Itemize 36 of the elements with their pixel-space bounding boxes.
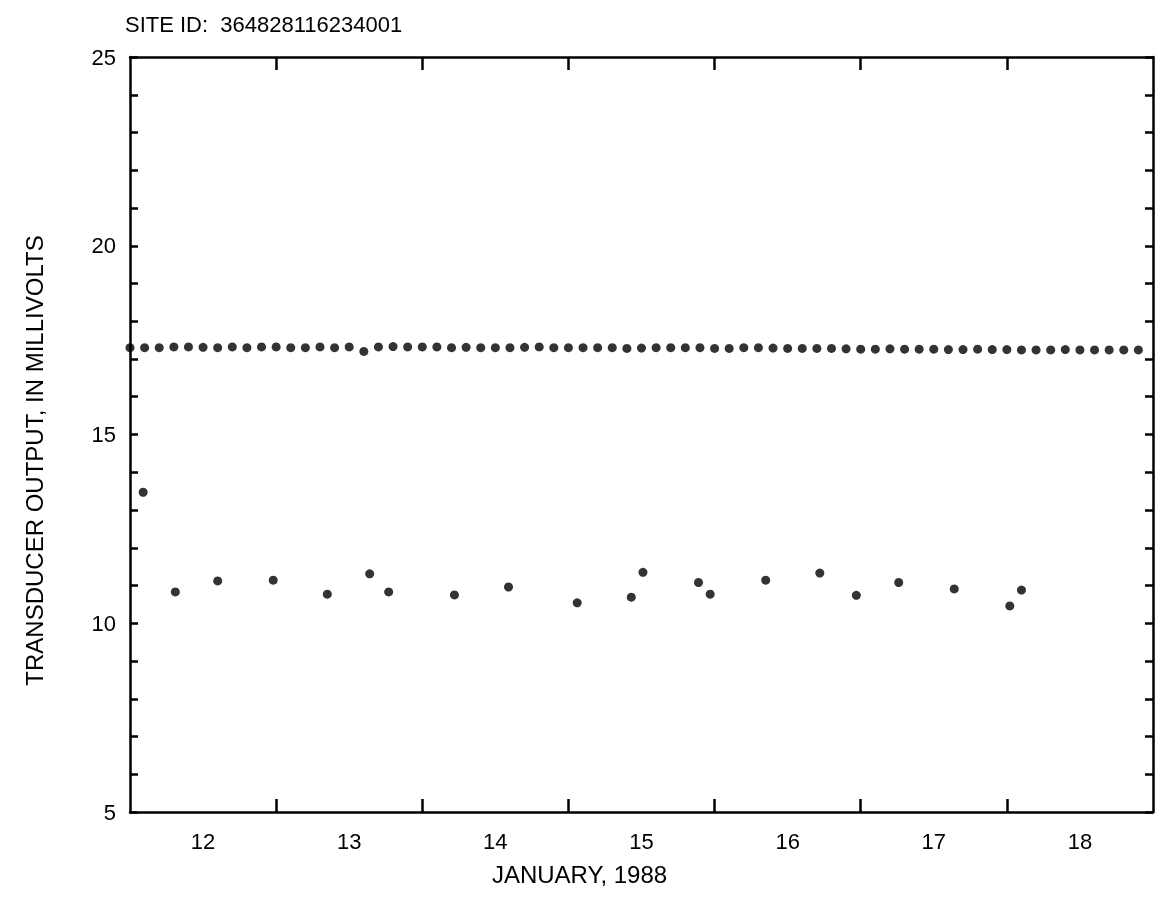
point (1005, 601, 1015, 611)
point (894, 577, 904, 587)
x-tick-label: 17 (921, 828, 947, 854)
x-axis-title: JANUARY, 1988 (491, 860, 668, 888)
y-tick-label: 5 (103, 799, 116, 825)
point (626, 592, 636, 602)
point (322, 589, 332, 599)
point (1016, 585, 1026, 595)
x-tick-label: 15 (629, 828, 654, 854)
point (949, 584, 959, 594)
point (365, 569, 375, 579)
y-tick-label: 20 (91, 233, 116, 259)
point (504, 582, 514, 592)
point (449, 590, 459, 600)
x-tick-label: 12 (190, 828, 216, 854)
point (213, 576, 223, 586)
point (572, 598, 582, 608)
x-tick-label: 14 (483, 828, 508, 854)
x-tick-label: 16 (775, 828, 800, 854)
x-tick-label: 18 (1067, 828, 1093, 854)
x-tick-label: 13 (336, 828, 362, 854)
y-tick-label: 25 (91, 44, 116, 70)
point (694, 577, 703, 587)
chart-title: SITE ID: 364828116234001 (125, 11, 403, 37)
point (705, 589, 715, 599)
y-tick-label: 10 (91, 610, 116, 636)
point (138, 487, 148, 497)
point (815, 568, 825, 578)
point (170, 587, 180, 597)
y-axis-title: TRANSDUCER OUTPUT, IN MILLIVOLTS (20, 235, 48, 686)
point (851, 590, 861, 600)
point (384, 587, 394, 597)
point (268, 575, 278, 585)
point (761, 575, 771, 585)
y-tick-label: 15 (91, 422, 116, 447)
point (638, 567, 648, 577)
